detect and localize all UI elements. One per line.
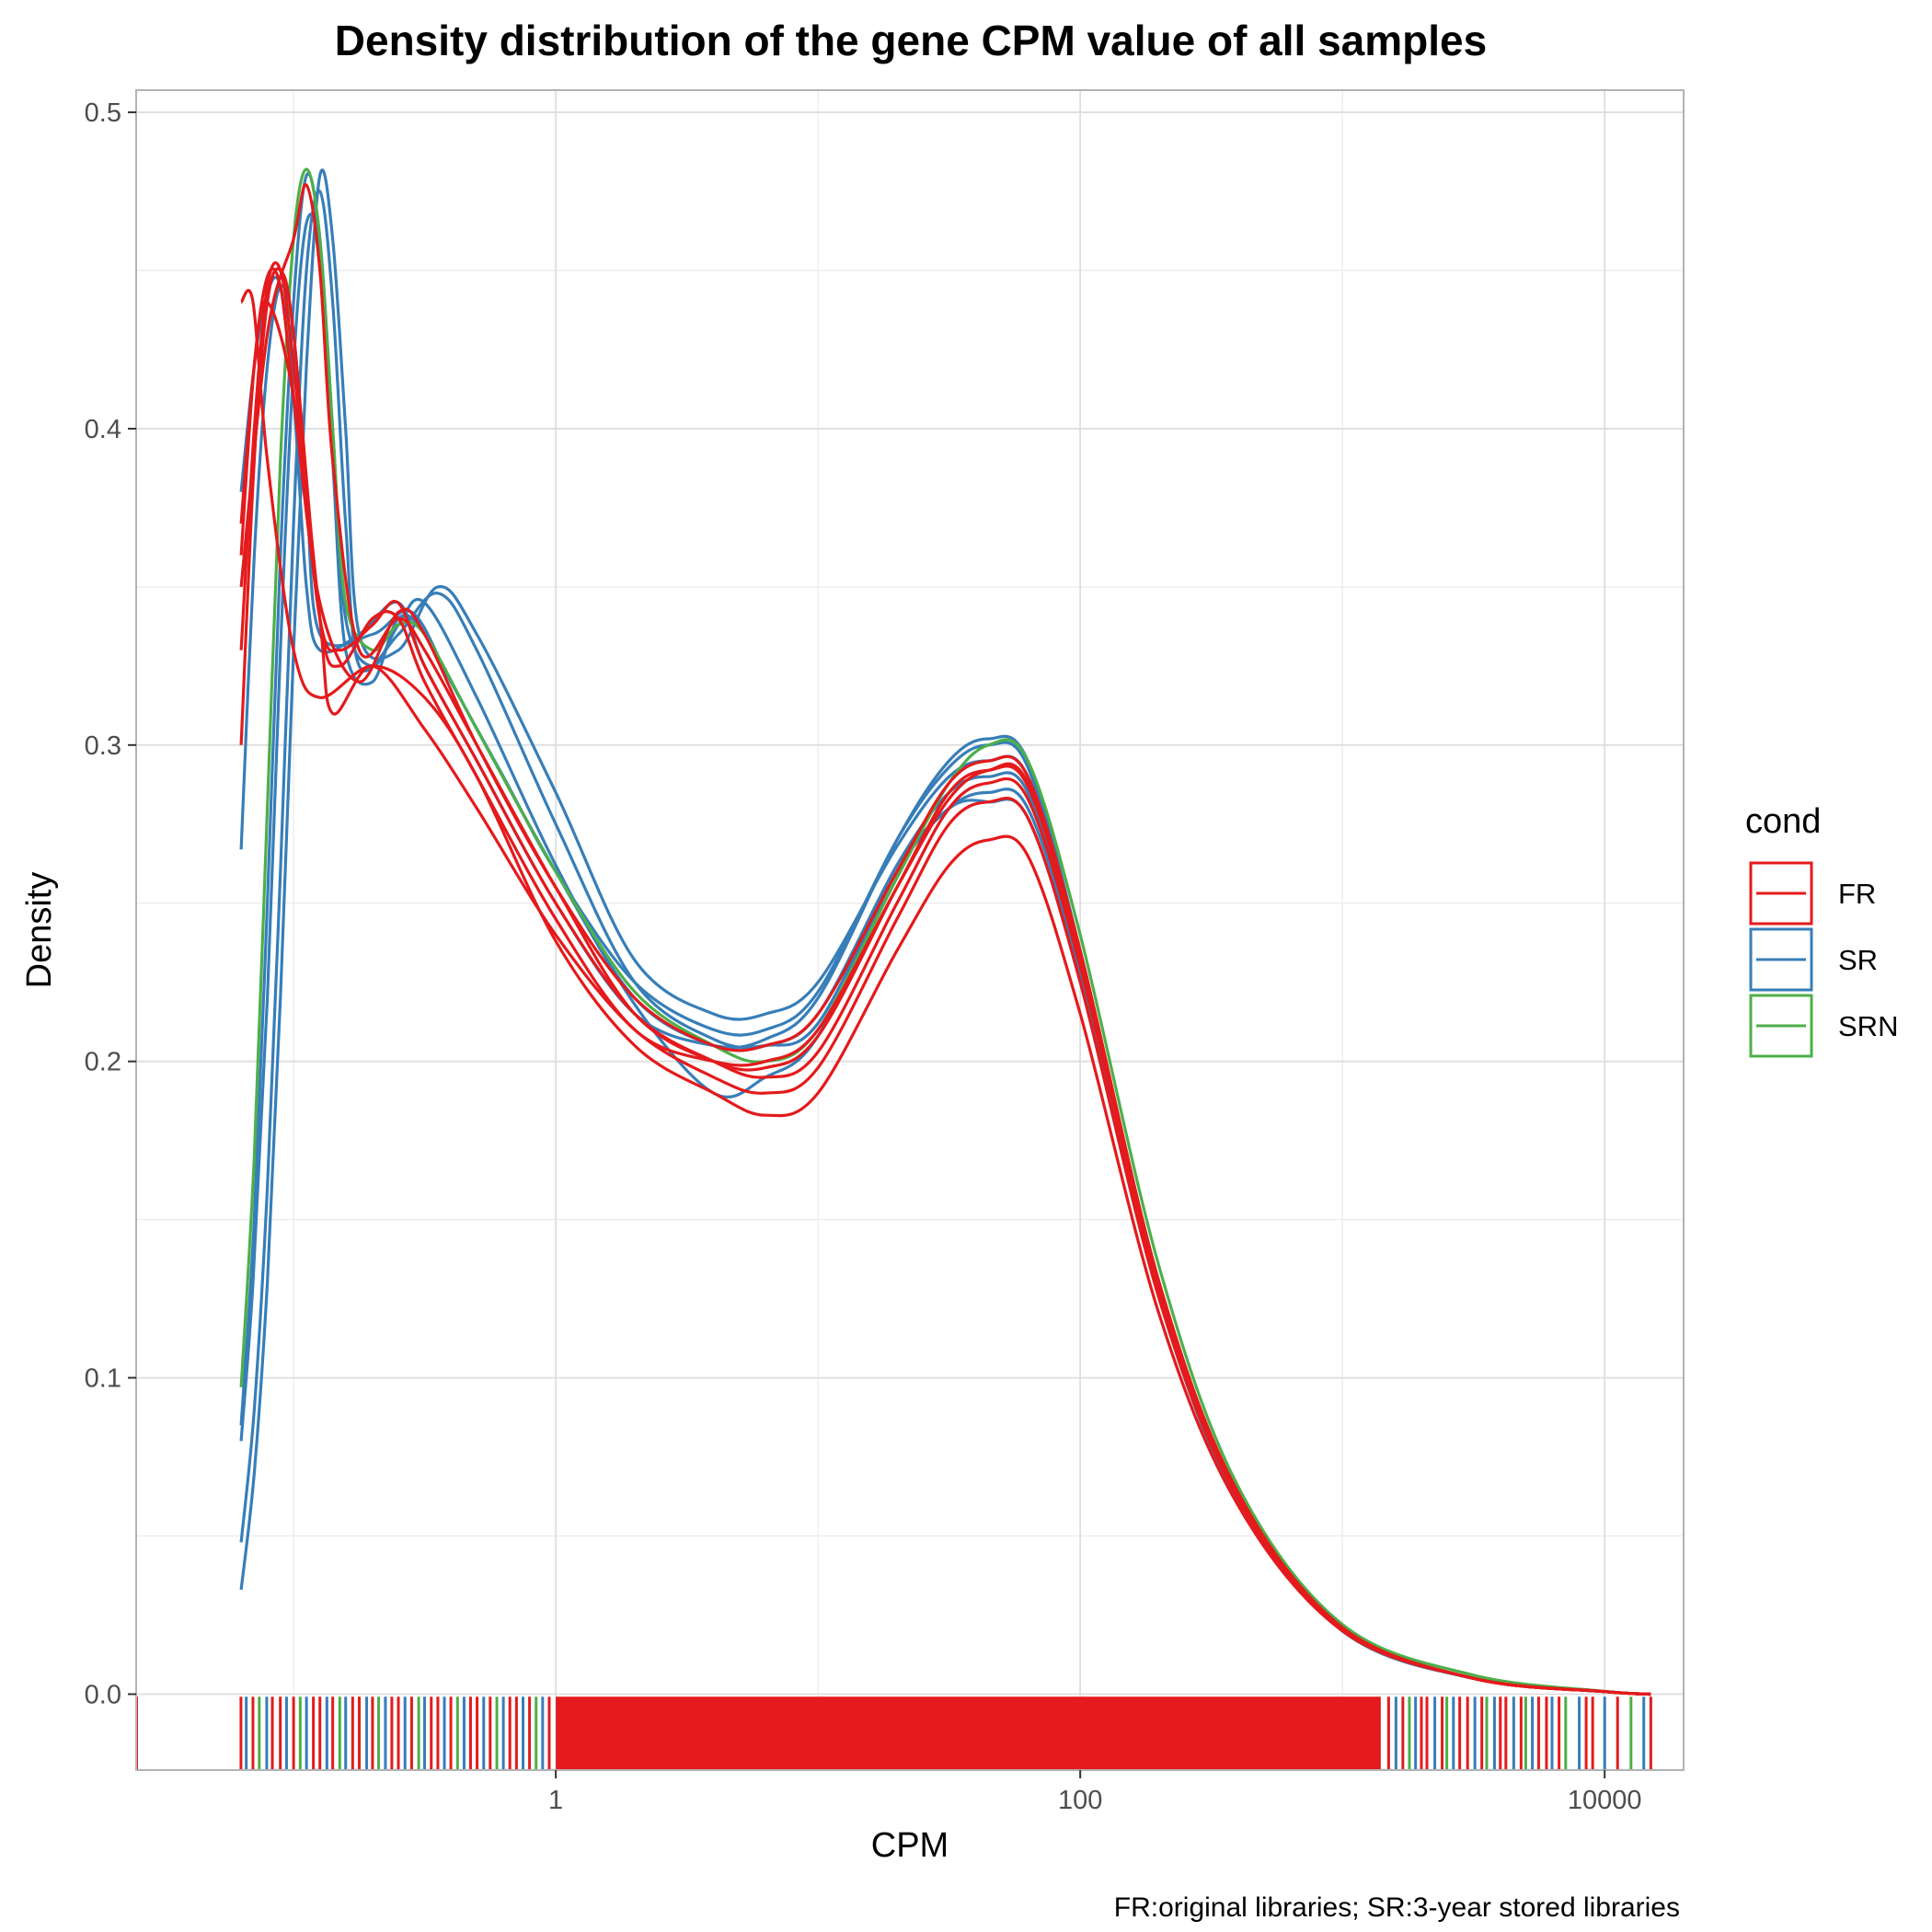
y-tick-label: 0.5 [85,98,121,128]
density-curves [239,167,1651,1696]
y-tick-label: 0.0 [85,1680,121,1709]
x-tick-label: 10000 [1568,1786,1642,1815]
axis-ticks: 0.0 0.1 0.2 0.3 0.4 0.5 1 100 10000 [85,98,1642,1815]
rug-marks [136,1696,1652,1770]
minor-gridlines [136,90,1684,1770]
y-tick-label: 0.2 [85,1048,121,1077]
legend-item-sr: SR [1749,927,1878,992]
x-tick-label: 1 [548,1786,563,1815]
legend-label-sr: SR [1838,944,1878,976]
density-curve-srn [239,167,1651,1696]
y-axis-title: Density [20,872,59,989]
density-curve-fr [239,260,1651,1696]
chart-title: Density distribution of the gene CPM val… [335,17,1487,64]
density-curve-fr [239,289,1651,1696]
legend-label-fr: FR [1838,878,1876,910]
y-tick-label: 0.4 [85,415,121,444]
major-gridlines [136,90,1684,1770]
density-curve-fr [239,183,1651,1696]
chart-caption: FR:original libraries; SR:3-year stored … [1114,1892,1680,1923]
y-tick-label: 0.3 [85,731,121,761]
x-tick-label: 100 [1058,1786,1102,1815]
legend-item-srn: SRN [1749,994,1898,1058]
panel-border [135,89,1685,1771]
legend-item-fr: FR [1749,861,1876,926]
y-tick-label: 0.1 [85,1364,121,1394]
x-axis-title: CPM [871,1826,949,1865]
legend-label-srn: SRN [1838,1010,1898,1042]
legend-title: cond [1745,802,1821,841]
rug-dense-block [556,1696,1381,1770]
legend: cond FR SR SRN [1745,802,1898,1058]
